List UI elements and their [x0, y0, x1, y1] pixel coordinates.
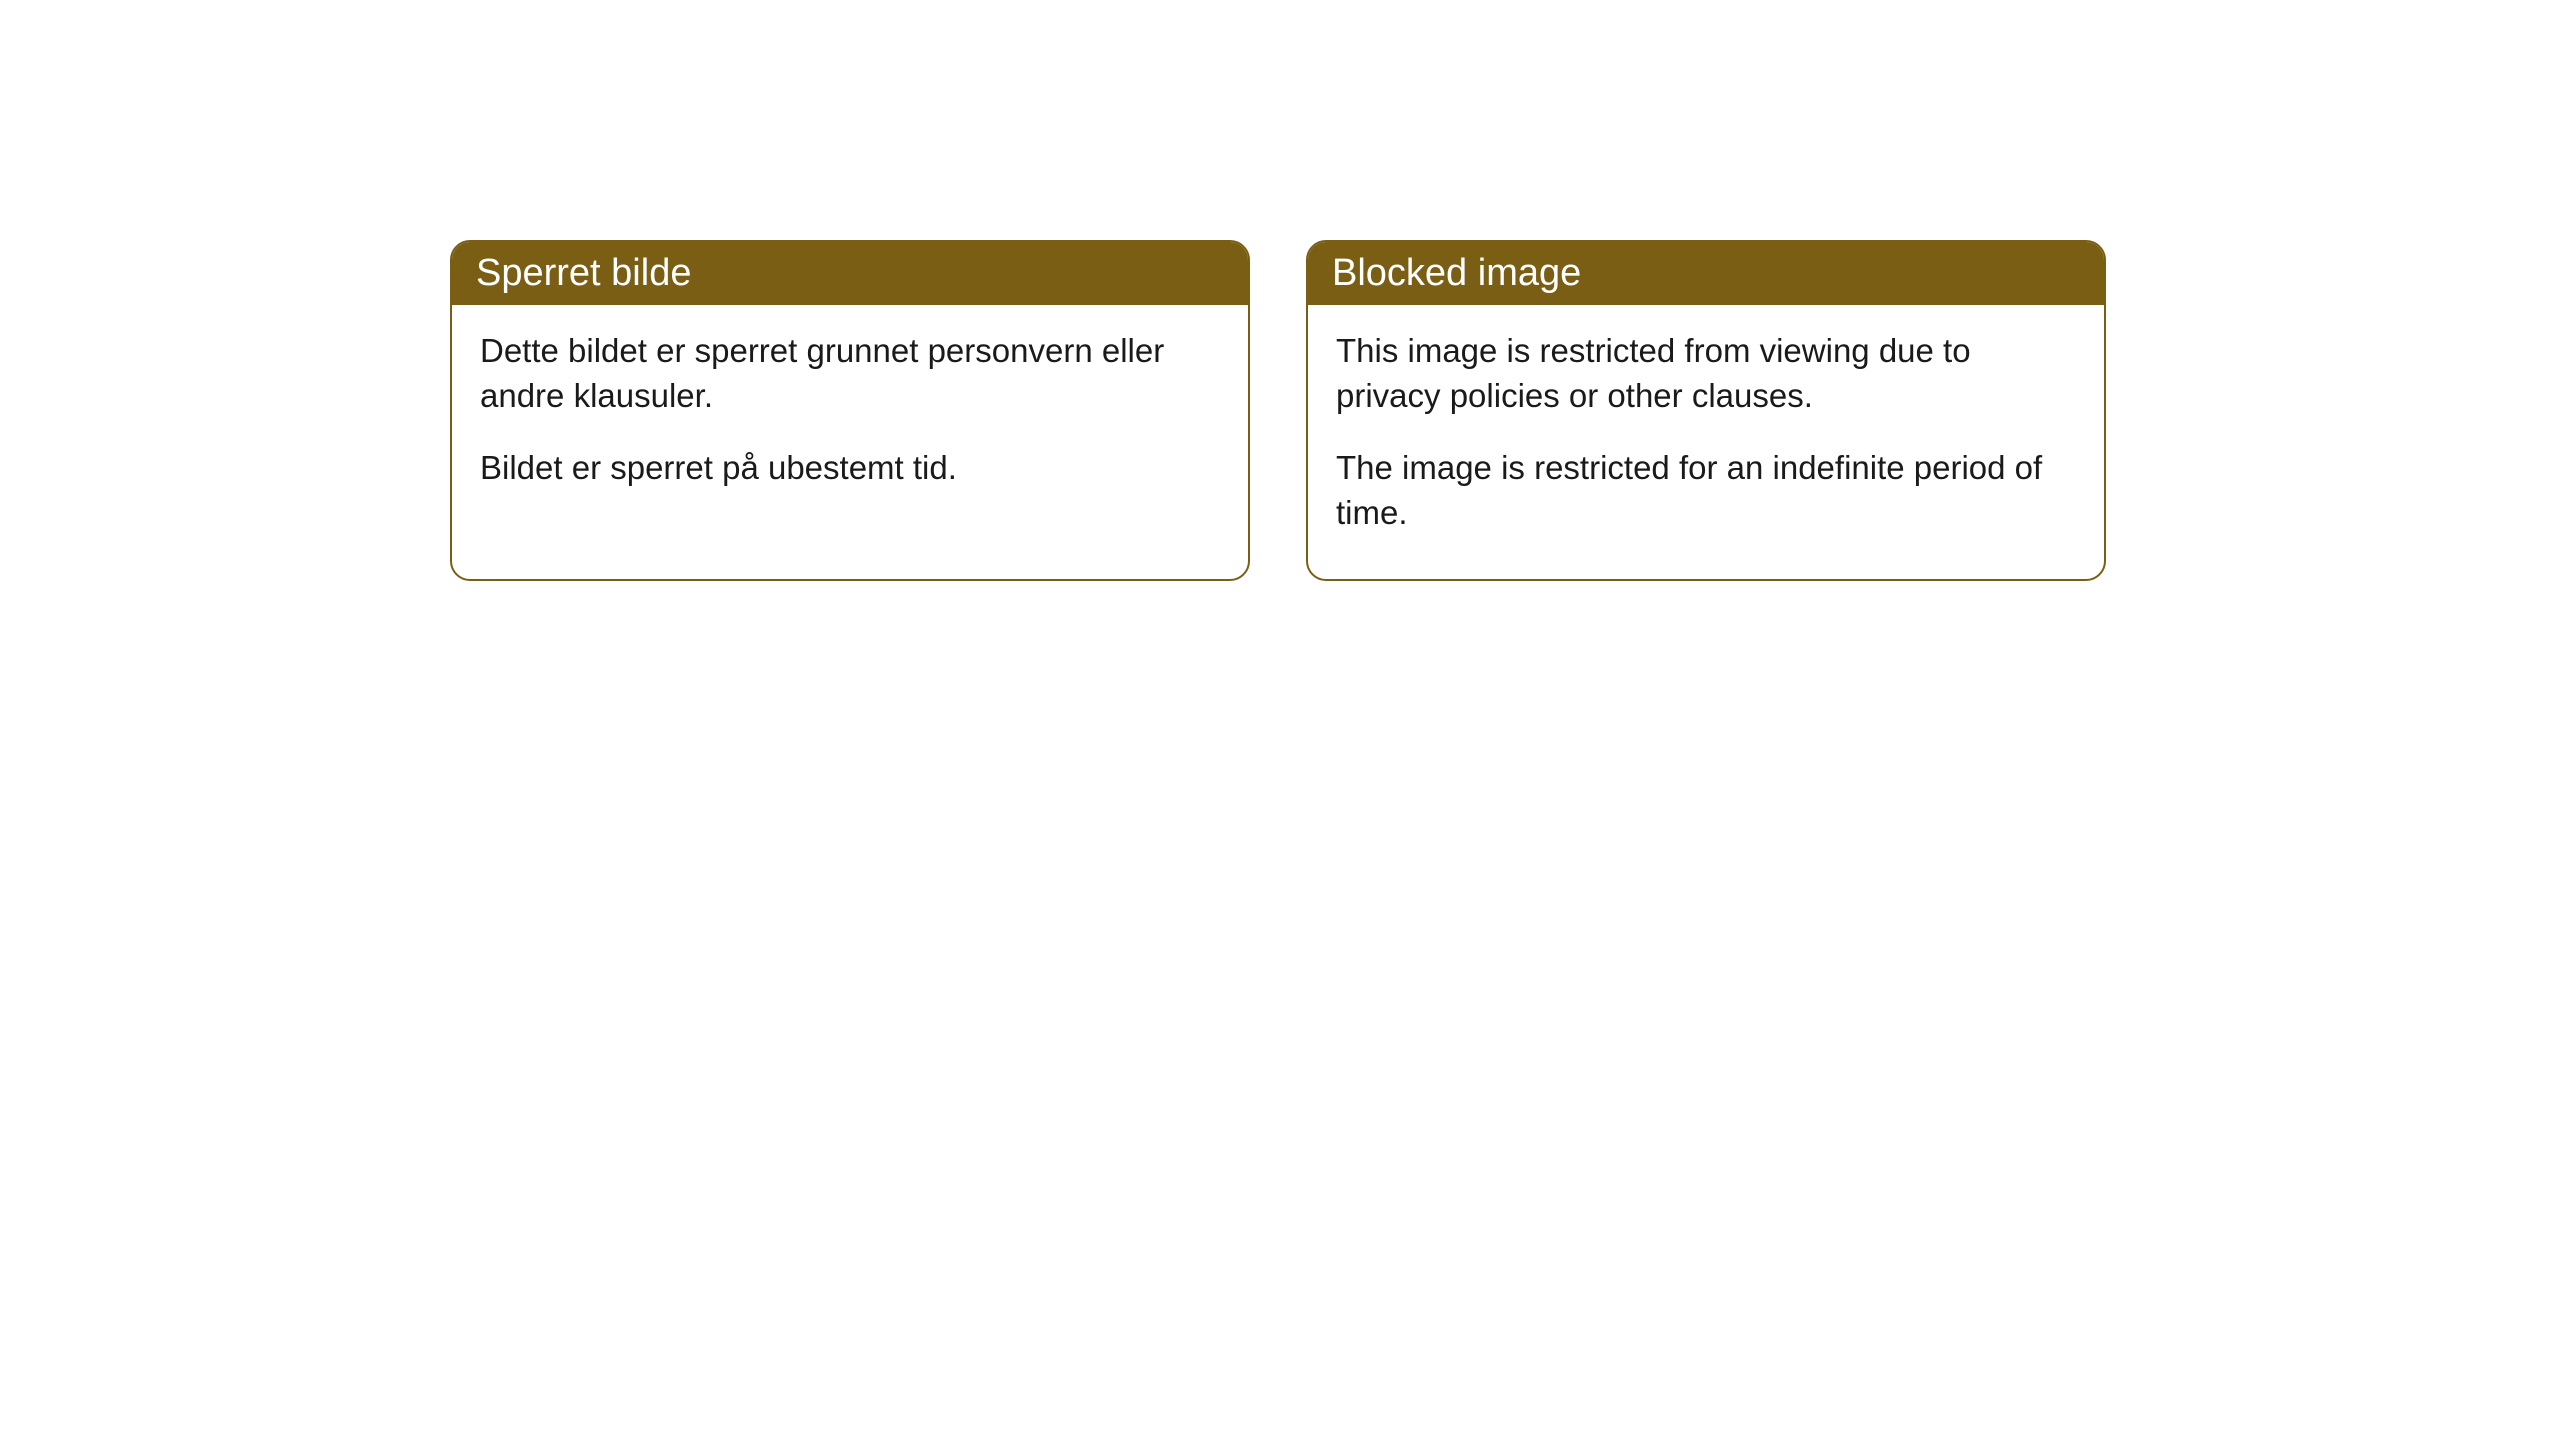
blocked-image-card-norwegian: Sperret bilde Dette bildet er sperret gr… [450, 240, 1250, 581]
card-header-english: Blocked image [1308, 242, 2104, 305]
card-paragraph-1-norwegian: Dette bildet er sperret grunnet personve… [480, 329, 1220, 418]
blocked-image-card-english: Blocked image This image is restricted f… [1306, 240, 2106, 581]
card-title-english: Blocked image [1332, 252, 1581, 294]
card-header-norwegian: Sperret bilde [452, 242, 1248, 305]
card-paragraph-1-english: This image is restricted from viewing du… [1336, 329, 2076, 418]
blocked-image-notices: Sperret bilde Dette bildet er sperret gr… [450, 240, 2560, 581]
card-body-norwegian: Dette bildet er sperret grunnet personve… [452, 305, 1248, 535]
card-title-norwegian: Sperret bilde [476, 252, 691, 294]
card-paragraph-2-norwegian: Bildet er sperret på ubestemt tid. [480, 446, 1220, 491]
card-paragraph-2-english: The image is restricted for an indefinit… [1336, 446, 2076, 535]
card-body-english: This image is restricted from viewing du… [1308, 305, 2104, 579]
